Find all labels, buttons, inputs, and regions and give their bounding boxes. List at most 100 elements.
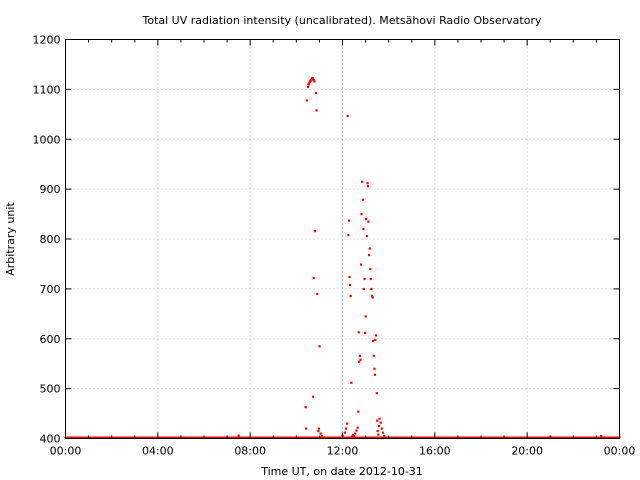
- baseline-point: [533, 436, 536, 439]
- baseline-point: [282, 436, 285, 439]
- data-point: [357, 331, 360, 334]
- baseline-point: [109, 436, 112, 439]
- baseline-point: [332, 436, 335, 439]
- baseline-point: [536, 436, 539, 439]
- data-point: [348, 275, 351, 279]
- data-point: [374, 338, 377, 341]
- baseline-point: [454, 436, 457, 439]
- baseline-point: [261, 436, 264, 439]
- baseline-point: [468, 436, 471, 439]
- baseline-point: [499, 436, 502, 439]
- baseline-point: [311, 436, 314, 439]
- baseline-point: [146, 436, 149, 439]
- baseline-point: [559, 436, 562, 439]
- baseline-point: [127, 436, 130, 439]
- baseline-point: [123, 436, 126, 439]
- baseline-point: [185, 436, 188, 439]
- data-point: [346, 114, 349, 118]
- baseline-point: [361, 436, 364, 439]
- baseline-point: [519, 436, 522, 439]
- baseline-point: [238, 436, 241, 439]
- baseline-point: [177, 436, 180, 439]
- baseline-point: [424, 436, 427, 439]
- baseline-point: [172, 436, 175, 439]
- baseline-point: [186, 436, 189, 439]
- baseline-point: [384, 436, 387, 439]
- data-point: [312, 276, 315, 280]
- baseline-point: [463, 436, 466, 439]
- baseline-point: [476, 436, 479, 439]
- data-point: [376, 430, 379, 433]
- baseline-point: [416, 436, 419, 439]
- baseline-point: [183, 436, 186, 439]
- baseline-point: [396, 436, 399, 439]
- baseline-point: [275, 436, 278, 439]
- baseline-point: [207, 436, 210, 439]
- baseline-point: [155, 436, 158, 439]
- baseline-point: [265, 436, 268, 439]
- y-tick-label: 1200: [33, 34, 61, 47]
- baseline-point: [73, 436, 76, 439]
- data-point: [346, 422, 349, 425]
- baseline-point: [571, 436, 574, 439]
- baseline-point: [510, 436, 513, 439]
- baseline-point: [319, 436, 322, 439]
- baseline-point: [553, 436, 556, 439]
- baseline-point: [106, 436, 109, 439]
- baseline-point: [168, 436, 171, 439]
- baseline-point: [208, 436, 211, 439]
- data-point: [358, 360, 361, 363]
- baseline-point: [231, 436, 234, 439]
- baseline-point: [234, 436, 237, 439]
- data-points: [64, 76, 621, 439]
- data-point: [344, 427, 348, 430]
- baseline-point: [191, 436, 194, 439]
- baseline-point: [452, 436, 455, 439]
- baseline-point: [209, 436, 212, 439]
- baseline-point: [573, 436, 576, 439]
- baseline-point: [333, 436, 336, 439]
- baseline-point: [144, 436, 147, 439]
- baseline-point: [97, 436, 100, 439]
- baseline-point: [235, 436, 238, 439]
- baseline-point: [513, 436, 516, 439]
- baseline-point: [458, 436, 461, 439]
- baseline-point: [617, 436, 620, 439]
- baseline-point: [496, 436, 499, 439]
- baseline-point: [108, 436, 111, 439]
- y-tick-label: 900: [40, 183, 61, 196]
- baseline-point: [522, 436, 525, 439]
- baseline-point: [567, 436, 570, 439]
- baseline-point: [429, 436, 432, 439]
- baseline-point: [228, 436, 231, 439]
- baseline-point: [258, 436, 261, 439]
- baseline-point: [335, 436, 338, 439]
- baseline-point: [181, 436, 184, 439]
- baseline-point: [326, 436, 329, 439]
- baseline-point: [248, 436, 251, 439]
- baseline-point: [379, 436, 382, 439]
- baseline-point: [199, 436, 202, 439]
- baseline-point: [417, 436, 420, 439]
- baseline-point: [395, 436, 398, 439]
- baseline-point: [586, 436, 589, 439]
- baseline-point: [219, 436, 222, 439]
- baseline-point: [474, 436, 477, 439]
- baseline-point: [153, 436, 156, 439]
- baseline-point: [398, 436, 401, 439]
- baseline-point: [171, 436, 174, 439]
- baseline-point: [343, 436, 346, 439]
- baseline-point: [244, 436, 247, 439]
- data-point: [343, 431, 347, 434]
- baseline-point: [583, 436, 586, 439]
- baseline-point: [386, 436, 389, 439]
- baseline-point: [293, 436, 296, 439]
- baseline-point: [336, 436, 339, 439]
- baseline-point: [504, 436, 507, 439]
- baseline-point: [192, 436, 195, 439]
- baseline-point: [608, 436, 611, 439]
- baseline-point: [205, 436, 208, 439]
- baseline-point: [81, 436, 84, 439]
- baseline-point: [237, 436, 240, 439]
- baseline-point: [338, 436, 341, 439]
